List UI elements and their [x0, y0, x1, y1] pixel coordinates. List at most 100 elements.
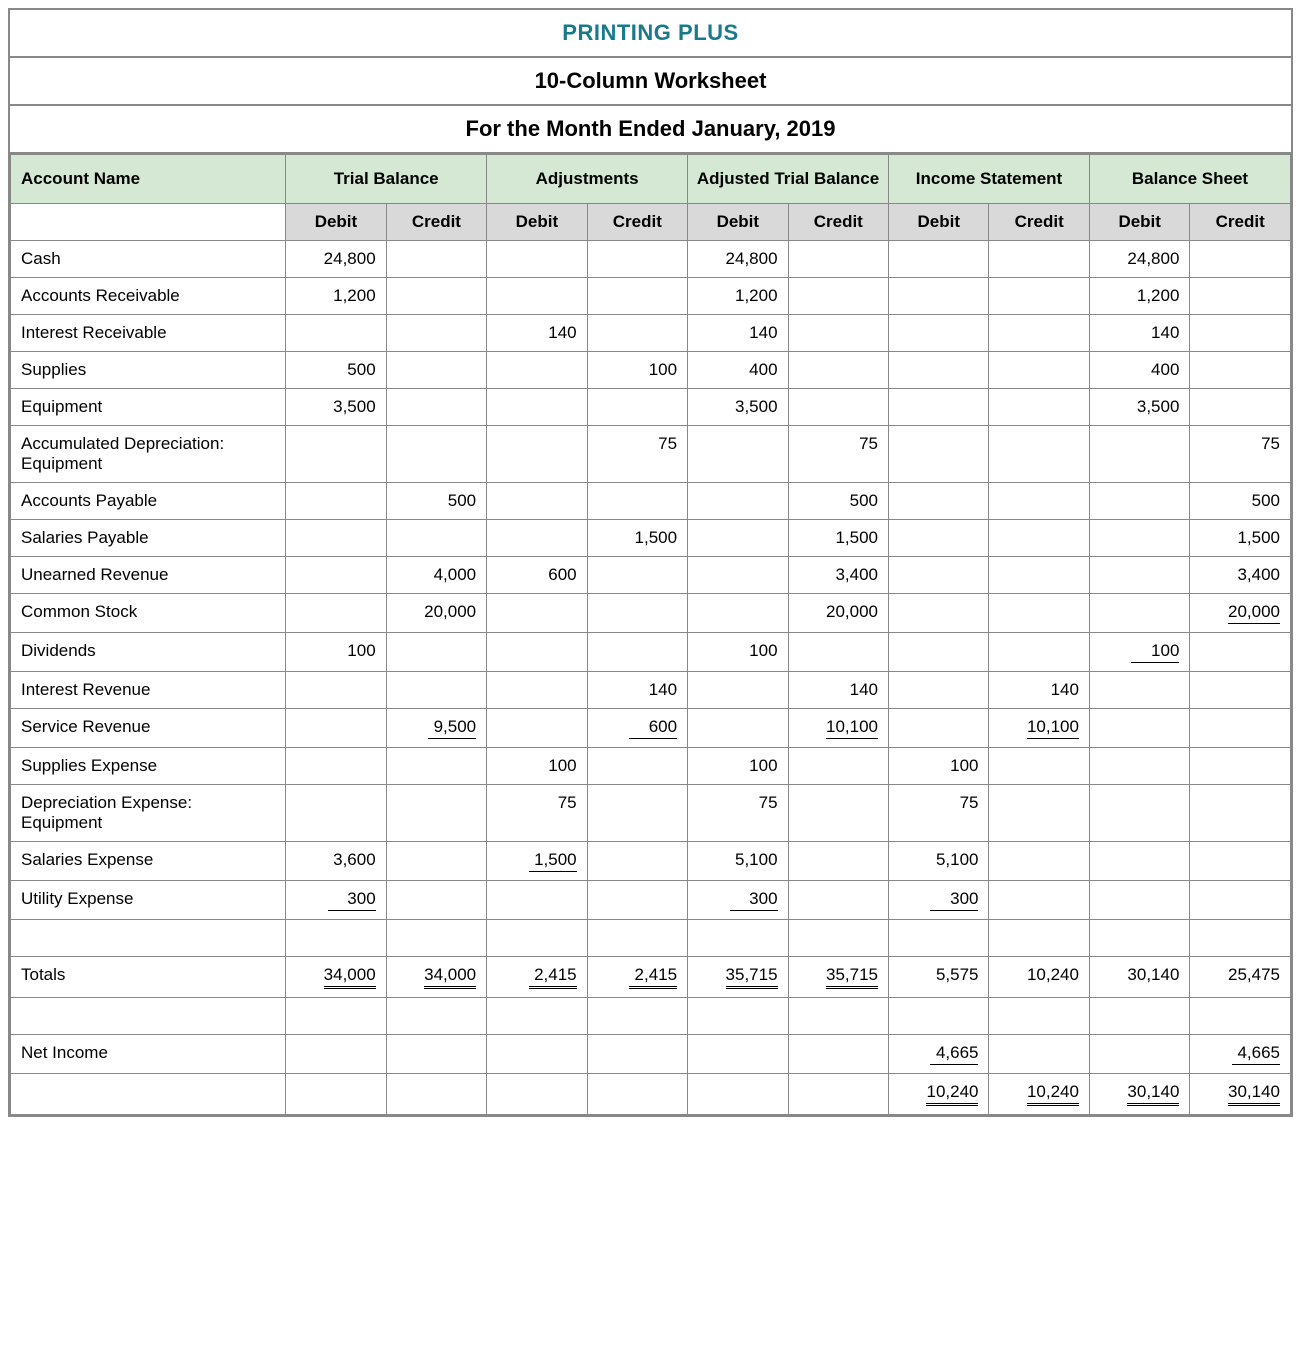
value-cell [487, 920, 587, 957]
value-cell [386, 785, 486, 842]
value-cell [1190, 785, 1291, 842]
account-name-cell: Totals [11, 957, 286, 998]
value-cell [386, 520, 486, 557]
value-cell [788, 998, 888, 1035]
value-cell: 75 [587, 426, 687, 483]
value-cell [889, 920, 989, 957]
value-cell [1089, 709, 1189, 748]
table-row: Utility Expense300300300 [11, 881, 1291, 920]
value-cell [286, 426, 386, 483]
account-name-cell: Equipment [11, 389, 286, 426]
value-cell [889, 709, 989, 748]
value-cell [1089, 594, 1189, 633]
value-cell [286, 557, 386, 594]
value-cell: 35,715 [688, 957, 788, 998]
value-cell [1089, 842, 1189, 881]
value-cell [386, 672, 486, 709]
adjusted-trial-balance-header: Adjusted Trial Balance [688, 155, 889, 204]
table-row: Unearned Revenue4,0006003,4003,400 [11, 557, 1291, 594]
value-cell [487, 1074, 587, 1115]
value-cell: 3,400 [788, 557, 888, 594]
value-cell [1190, 672, 1291, 709]
value-cell: 1,500 [1190, 520, 1291, 557]
table-row: Cash24,80024,80024,800 [11, 241, 1291, 278]
table-body: Cash24,80024,80024,800Accounts Receivabl… [11, 241, 1291, 1115]
is-debit-header: Debit [889, 204, 989, 241]
value-cell: 500 [788, 483, 888, 520]
value-cell: 75 [889, 785, 989, 842]
table-row [11, 998, 1291, 1035]
value-cell: 3,500 [1089, 389, 1189, 426]
account-name-cell: Supplies [11, 352, 286, 389]
value-cell [1089, 520, 1189, 557]
value-cell [386, 998, 486, 1035]
value-cell [487, 278, 587, 315]
value-cell [386, 389, 486, 426]
value-cell [587, 389, 687, 426]
value-cell [1190, 352, 1291, 389]
value-cell: 3,600 [286, 842, 386, 881]
value-cell [1190, 748, 1291, 785]
value-cell: 100 [688, 748, 788, 785]
value-cell: 25,475 [1190, 957, 1291, 998]
value-cell [1089, 557, 1189, 594]
value-cell [587, 1074, 687, 1115]
value-cell [1089, 672, 1189, 709]
value-cell [1089, 785, 1189, 842]
value-cell: 30,140 [1190, 1074, 1291, 1115]
value-cell [487, 594, 587, 633]
value-cell [688, 920, 788, 957]
worksheet-container: PRINTING PLUS 10-Column Worksheet For th… [8, 8, 1293, 1117]
value-cell [1190, 241, 1291, 278]
value-cell [688, 709, 788, 748]
value-cell [788, 633, 888, 672]
value-cell: 24,800 [1089, 241, 1189, 278]
value-cell [788, 881, 888, 920]
value-cell [989, 998, 1089, 1035]
value-cell [688, 557, 788, 594]
value-cell [587, 241, 687, 278]
period-text: For the Month Ended January, 2019 [466, 116, 836, 141]
table-row: Salaries Expense3,6001,5005,1005,100 [11, 842, 1291, 881]
value-cell [989, 278, 1089, 315]
value-cell [286, 315, 386, 352]
value-cell: 600 [587, 709, 687, 748]
table-row: Equipment3,5003,5003,500 [11, 389, 1291, 426]
table-row [11, 920, 1291, 957]
value-cell [989, 389, 1089, 426]
account-name-cell: Unearned Revenue [11, 557, 286, 594]
value-cell [587, 842, 687, 881]
value-cell [386, 278, 486, 315]
value-cell [487, 709, 587, 748]
value-cell [688, 483, 788, 520]
value-cell [386, 881, 486, 920]
account-name-cell: Service Revenue [11, 709, 286, 748]
tb-debit-header: Debit [286, 204, 386, 241]
account-name-cell: Interest Receivable [11, 315, 286, 352]
value-cell [1190, 998, 1291, 1035]
value-cell [889, 389, 989, 426]
value-cell: 400 [1089, 352, 1189, 389]
value-cell [587, 1035, 687, 1074]
table-row: Totals34,00034,0002,4152,41535,71535,715… [11, 957, 1291, 998]
table-row: Depreciation Expense: Equipment757575 [11, 785, 1291, 842]
account-name-cell [11, 920, 286, 957]
value-cell: 140 [1089, 315, 1189, 352]
value-cell [286, 594, 386, 633]
value-cell: 100 [286, 633, 386, 672]
value-cell: 24,800 [688, 241, 788, 278]
atb-debit-header: Debit [688, 204, 788, 241]
bs-debit-header: Debit [1089, 204, 1189, 241]
value-cell [889, 557, 989, 594]
value-cell: 5,575 [889, 957, 989, 998]
account-name-cell: Cash [11, 241, 286, 278]
value-cell: 35,715 [788, 957, 888, 998]
trial-balance-header: Trial Balance [286, 155, 487, 204]
value-cell: 4,000 [386, 557, 486, 594]
company-row: PRINTING PLUS [10, 10, 1291, 58]
value-cell [788, 278, 888, 315]
value-cell: 4,665 [1190, 1035, 1291, 1074]
bs-credit-header: Credit [1190, 204, 1291, 241]
section-header-row: Account Name Trial Balance Adjustments A… [11, 155, 1291, 204]
value-cell: 5,100 [688, 842, 788, 881]
